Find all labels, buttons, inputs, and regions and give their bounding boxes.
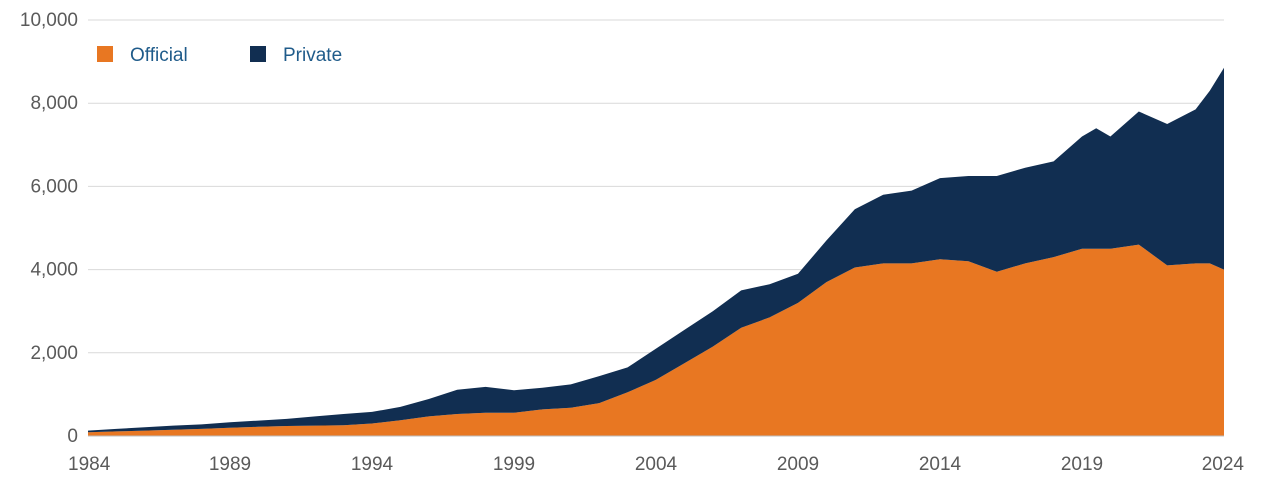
x-tick-label: 1994 [351, 454, 394, 475]
y-tick-label: 2,000 [30, 343, 78, 364]
legend-label-private: Private [283, 45, 342, 66]
y-tick-label: 4,000 [30, 260, 78, 281]
legend-swatch-private [250, 46, 266, 62]
x-tick-label: 2019 [1061, 454, 1103, 475]
legend-swatch-official [97, 46, 113, 62]
legend: Official Private [97, 45, 342, 66]
legend-label-official: Official [130, 45, 188, 66]
y-tick-label: 10,000 [20, 10, 78, 31]
x-axis-ticks: 1984 1989 1994 1999 2004 2009 2014 2019 2024 [68, 454, 1244, 475]
x-tick-label: 2009 [777, 454, 819, 475]
x-tick-label: 1989 [209, 454, 251, 475]
x-tick-label: 2024 [1202, 454, 1245, 475]
y-tick-label: 0 [67, 426, 78, 447]
series-areas [88, 67, 1224, 436]
y-tick-label: 8,000 [30, 93, 78, 114]
area-series-private [88, 67, 1224, 433]
x-tick-label: 1999 [493, 454, 535, 475]
y-axis-ticks: 0 2,000 4,000 6,000 8,000 10,000 [20, 10, 78, 447]
area-series-official [88, 244, 1224, 436]
y-tick-label: 6,000 [30, 176, 78, 197]
x-tick-label: 2004 [635, 454, 678, 475]
x-tick-label: 1984 [68, 454, 111, 475]
x-tick-label: 2014 [919, 454, 962, 475]
